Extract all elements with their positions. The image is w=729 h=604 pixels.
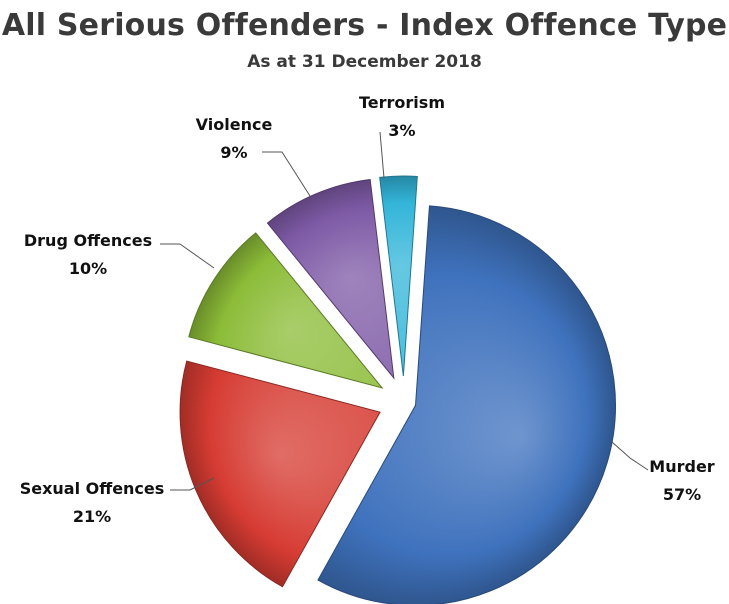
slice-percent-murder: 57% — [663, 485, 701, 504]
leader-line-murder — [611, 441, 649, 471]
slice-percent-drug-offences: 10% — [69, 259, 107, 278]
leader-line-drug-offences — [160, 243, 215, 269]
pie-slice-terrorism — [379, 175, 418, 377]
slice-label-drug-offences: Drug Offences — [24, 231, 152, 250]
chart-subtitle: As at 31 December 2018 — [247, 52, 482, 72]
pie-labels: Murder 57% Sexual Offences 21% Drug Offences… — [20, 93, 715, 526]
slice-label-murder: Murder — [649, 457, 715, 476]
leader-line-terrorism — [379, 131, 385, 179]
slice-percent-sexual-offences: 21% — [73, 507, 111, 526]
leader-line-violence — [262, 151, 311, 197]
pie-slice-sexual-offences — [179, 360, 381, 588]
pie-slice-violence — [266, 178, 395, 380]
chart-title: All Serious Offenders - Index Offence Ty… — [1, 8, 728, 43]
pie-slices — [179, 175, 616, 604]
slice-percent-violence: 9% — [220, 143, 247, 162]
leader-line-sexual-offences — [170, 477, 215, 491]
pie-slice-murder — [317, 205, 616, 604]
pie-slice-drug-offences — [188, 232, 384, 389]
slice-label-violence: Violence — [196, 115, 273, 134]
slice-percent-terrorism: 3% — [388, 121, 415, 140]
slice-label-terrorism: Terrorism — [359, 93, 445, 112]
slice-label-sexual-offences: Sexual Offences — [20, 479, 165, 498]
